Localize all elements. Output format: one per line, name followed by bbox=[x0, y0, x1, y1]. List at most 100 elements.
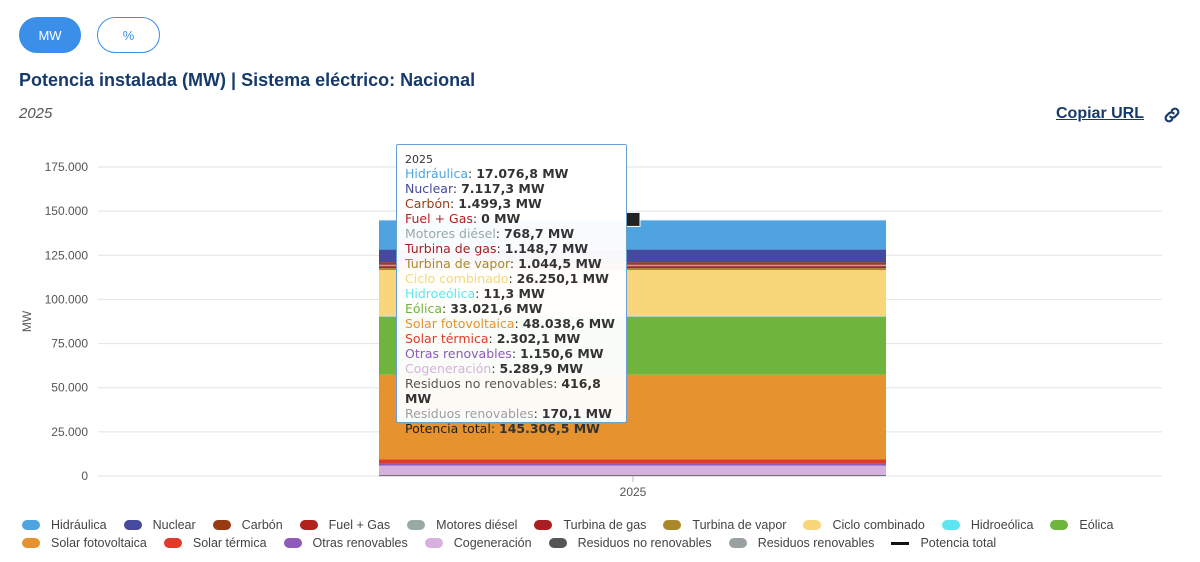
bar-motores-di-sel[interactable]: Motores diésel bbox=[379, 264, 886, 267]
tooltip-series-name: Nuclear bbox=[405, 181, 453, 196]
legend-label: Residuos no renovables bbox=[577, 536, 712, 550]
bar-hidroe-lica[interactable]: Hidroeólica bbox=[379, 316, 886, 317]
bar-residuos-renovables[interactable]: Residuos renovables bbox=[379, 475, 886, 477]
tooltip-year: 2025 bbox=[405, 153, 433, 166]
copy-url-link[interactable]: Copiar URL bbox=[1056, 105, 1144, 122]
legend-swatch bbox=[407, 520, 426, 530]
legend-swatch bbox=[534, 520, 553, 530]
tooltip-series-name: Carbón bbox=[405, 196, 451, 211]
legend-swatch bbox=[22, 538, 40, 548]
bar-solar-t-rmica[interactable]: Solar térmica bbox=[379, 459, 886, 464]
link-icon[interactable] bbox=[1162, 105, 1182, 125]
tooltip-row: Solar térmica: 2.302,1 MW bbox=[405, 331, 581, 346]
legend-swatch bbox=[728, 538, 747, 548]
tooltip-row: Ciclo combinado: 26.250,1 MW bbox=[405, 271, 609, 286]
tooltip-series-name: Turbina de vapor bbox=[405, 256, 510, 271]
tooltip-row: Fuel + Gas: 0 MW bbox=[405, 211, 521, 226]
legend-label: Turbina de vapor bbox=[692, 518, 787, 532]
legend-swatch bbox=[1050, 520, 1069, 530]
legend-swatch bbox=[663, 520, 682, 530]
chart-legend: Hidráulica Nuclear Carbón Fuel + Gas Motores… bbox=[22, 517, 1192, 551]
legend-item[interactable]: Potencia total bbox=[891, 535, 996, 551]
legend-item[interactable]: Solar térmica bbox=[163, 535, 267, 551]
legend-item[interactable]: Residuos renovables bbox=[728, 535, 875, 551]
tooltip-row: Carbón: 1.499,3 MW bbox=[405, 196, 542, 211]
legend-item[interactable]: Cogeneración bbox=[424, 535, 532, 551]
legend-label: Fuel + Gas bbox=[328, 518, 391, 532]
tooltip-series-name: Cogeneración bbox=[405, 361, 492, 376]
legend-label: Hidráulica bbox=[51, 518, 107, 532]
legend-item[interactable]: Ciclo combinado bbox=[803, 517, 925, 533]
legend-item[interactable]: Hidroeólica bbox=[941, 517, 1033, 533]
y-tick-label: 150.000 bbox=[45, 204, 89, 218]
bar-otras-renovables[interactable]: Otras renovables bbox=[379, 463, 886, 466]
legend-swatch bbox=[22, 520, 40, 530]
bar-turbina-de-vapor[interactable]: Turbina de vapor bbox=[379, 268, 886, 271]
legend-item[interactable]: Nuclear bbox=[123, 517, 196, 533]
legend-label: Ciclo combinado bbox=[832, 518, 925, 532]
y-tick-label: 50.000 bbox=[51, 381, 88, 395]
legend-label: Cogeneración bbox=[453, 536, 532, 550]
tooltip-row: Turbina de gas: 1.148,7 MW bbox=[405, 241, 589, 256]
chart-tooltip: 2025 Hidráulica: 17.076,8 MW Nuclear: 7.1… bbox=[396, 144, 627, 436]
legend-label: Eólica bbox=[1079, 518, 1114, 532]
tooltip-series-name: Motores diésel bbox=[405, 226, 496, 241]
tooltip-row: Cogeneración: 5.289,9 MW bbox=[405, 361, 584, 376]
total-marker[interactable] bbox=[625, 211, 641, 227]
tooltip-row: Turbina de vapor: 1.044,5 MW bbox=[405, 256, 602, 271]
tooltip-series-name: Hidroeólica bbox=[405, 286, 476, 301]
tooltip-series-name: Residuos renovables bbox=[405, 406, 534, 421]
legend-swatch bbox=[123, 520, 142, 530]
legend-label: Turbina de gas bbox=[563, 518, 647, 532]
y-tick-label: 25.000 bbox=[51, 425, 88, 439]
unit-percent-button[interactable]: % bbox=[97, 17, 160, 53]
tooltip-series-name: Eólica bbox=[405, 301, 443, 316]
tooltip-row: Solar fotovoltaica: 48.038,6 MW bbox=[405, 316, 615, 331]
y-tick-label: 175.000 bbox=[45, 160, 89, 174]
chart-subtitle: 2025 bbox=[19, 105, 53, 122]
legend-label: Carbón bbox=[241, 518, 283, 532]
legend-item[interactable]: Hidráulica bbox=[22, 517, 107, 533]
legend-item[interactable]: Residuos no renovables bbox=[548, 535, 712, 551]
legend-label: Potencia total bbox=[920, 536, 997, 550]
tooltip-row: Residuos no renovables: 416,8 MW bbox=[405, 376, 601, 406]
unit-mw-button[interactable]: MW bbox=[19, 17, 81, 53]
legend-item[interactable]: Carbón bbox=[212, 517, 283, 533]
tooltip-series-name: Solar térmica bbox=[405, 331, 489, 346]
tooltip-series-name: Residuos no renovables bbox=[405, 376, 554, 391]
tooltip-row: Hidroeólica: 11,3 MW bbox=[405, 286, 545, 301]
legend-item[interactable]: Solar fotovoltaica bbox=[22, 535, 147, 551]
legend-label: Motores diésel bbox=[436, 518, 518, 532]
y-tick-label: 100.000 bbox=[45, 292, 89, 306]
legend-swatch bbox=[299, 520, 318, 530]
tooltip-row: Potencia total: 145.306,5 MW bbox=[405, 421, 600, 436]
legend-item[interactable]: Motores diésel bbox=[407, 517, 517, 533]
tooltip-series-value: 11,3 MW bbox=[483, 286, 545, 301]
bar-carb-n[interactable]: Carbón bbox=[379, 262, 886, 265]
legend-label: Solar fotovoltaica bbox=[51, 536, 147, 550]
y-tick-label: 125.000 bbox=[45, 248, 89, 262]
legend-item[interactable]: Turbina de gas bbox=[534, 517, 646, 533]
bar-turbina-de-gas[interactable]: Turbina de gas bbox=[379, 266, 886, 269]
tooltip-series-name: Ciclo combinado bbox=[405, 271, 509, 286]
y-tick-label: 0 bbox=[81, 469, 88, 483]
tooltip-series-value: 0 MW bbox=[481, 211, 521, 226]
legend-label: Residuos renovables bbox=[757, 536, 875, 550]
legend-item[interactable]: Turbina de vapor bbox=[663, 517, 786, 533]
bar-residuos-no-renovables[interactable]: Residuos no renovables bbox=[379, 474, 886, 476]
legend-item[interactable]: Otras renovables bbox=[283, 535, 408, 551]
tooltip-row: Hidráulica: 17.076,8 MW bbox=[405, 166, 569, 181]
tooltip-series-value: 145.306,5 MW bbox=[499, 421, 600, 436]
legend-swatch bbox=[548, 538, 567, 548]
bar-cogeneraci-n[interactable]: Cogeneración bbox=[379, 465, 886, 475]
tooltip-series-name: Potencia total bbox=[405, 421, 491, 436]
legend-label: Solar térmica bbox=[192, 536, 267, 550]
legend-swatch bbox=[424, 538, 443, 548]
legend-item[interactable]: Fuel + Gas bbox=[299, 517, 391, 533]
tooltip-series-value: 2.302,1 MW bbox=[496, 331, 581, 346]
tooltip-series-value: 48.038,6 MW bbox=[522, 316, 615, 331]
tooltip-series-name: Turbina de gas bbox=[405, 241, 497, 256]
y-axis-label: MW bbox=[20, 310, 34, 332]
legend-item[interactable]: Eólica bbox=[1050, 517, 1113, 533]
tooltip-series-value: 1.044,5 MW bbox=[518, 256, 602, 271]
